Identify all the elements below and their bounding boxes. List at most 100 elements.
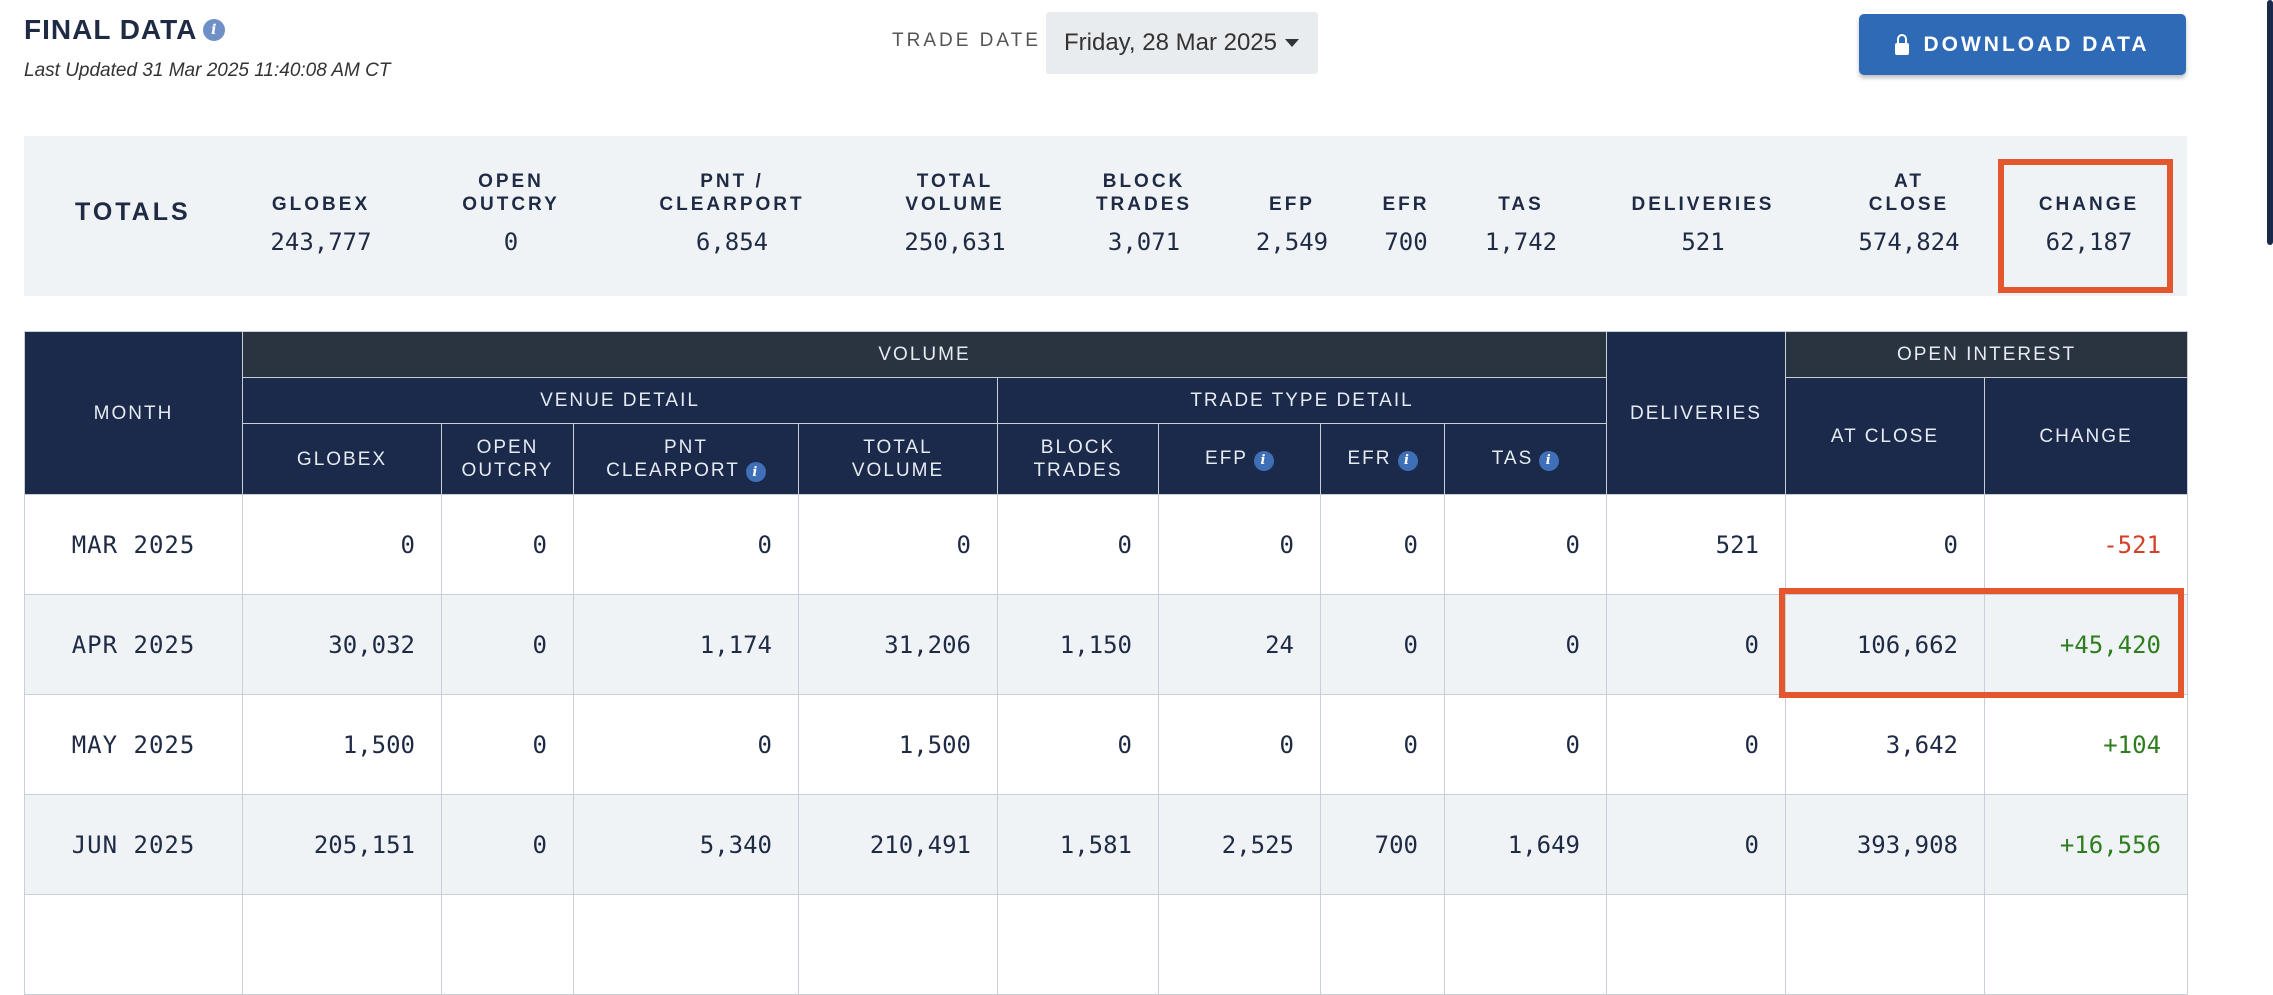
caret-down-icon (1285, 39, 1299, 47)
page-title-text: FINAL DATA (24, 14, 198, 45)
cell-block-trades: 0 (997, 494, 1159, 595)
page-title: FINAL DATA i (24, 14, 226, 46)
info-icon[interactable]: i (1253, 450, 1274, 471)
totals-panel: TOTALS GLOBEX 243,777 OPEN OUTCRY 0 PNT /… (24, 136, 2187, 296)
info-icon[interactable]: i (745, 462, 766, 483)
totals-header: DELIVERIES (1631, 194, 1775, 215)
header-at-close: AT CLOSE (1785, 377, 1985, 495)
cell-month (24, 894, 243, 995)
header-tas-label: TAS (1491, 448, 1534, 470)
cell-total-volume: 0 (798, 494, 998, 595)
cell-change: +104 (1983, 694, 2189, 795)
table-row: JUN 2025 205,151 0 5,340 210,491 1,581 2… (24, 794, 2189, 895)
header-block-trades: BLOCK TRADES (997, 423, 1159, 495)
cell-block-trades (997, 894, 1159, 995)
totals-header: EFP (1269, 194, 1315, 215)
cell-tas: 0 (1444, 494, 1607, 595)
cell-block-trades: 0 (997, 694, 1159, 795)
cell-at-close: 393,908 (1785, 794, 1985, 895)
totals-header: OPEN OUTCRY (462, 171, 560, 215)
trade-date-dropdown[interactable]: Friday, 28 Mar 2025 (1046, 12, 1318, 74)
totals-header: TAS (1498, 194, 1544, 215)
totals-value: 250,631 (904, 228, 1006, 256)
cell-globex: 0 (242, 494, 442, 595)
cell-total-volume: 31,206 (798, 594, 998, 695)
header-trade-type-detail: TRADE TYPE DETAIL (997, 377, 1607, 424)
cell-pnt (573, 894, 799, 995)
cell-pnt: 5,340 (573, 794, 799, 895)
cell-open-outcry: 0 (441, 694, 574, 795)
header-total-volume: TOTAL VOLUME (798, 423, 998, 495)
cell-total-volume: 210,491 (798, 794, 998, 895)
cell-globex (242, 894, 442, 995)
header-venue-detail: VENUE DETAIL (242, 377, 998, 424)
cell-efr: 0 (1320, 594, 1445, 695)
cell-globex: 1,500 (242, 694, 442, 795)
header-efr-label: EFR (1347, 448, 1392, 470)
cell-month: APR 2025 (24, 594, 243, 695)
header-month: MONTH (24, 331, 243, 495)
cell-total-volume: 1,500 (798, 694, 998, 795)
cell-at-close: 106,662 (1785, 594, 1985, 695)
header-efp-label: EFP (1205, 448, 1248, 470)
lock-icon (1895, 33, 1910, 55)
cell-change: -521 (1983, 494, 2189, 595)
cell-total-volume (798, 894, 998, 995)
info-icon[interactable]: i (1397, 450, 1418, 471)
totals-header: PNT / CLEARPORT (659, 171, 805, 215)
highlight-box-totals-change (1998, 159, 2173, 293)
cell-at-close: 3,642 (1785, 694, 1985, 795)
cell-block-trades: 1,581 (997, 794, 1159, 895)
cell-month: MAR 2025 (24, 494, 243, 595)
cell-pnt: 1,174 (573, 594, 799, 695)
trade-date-value: Friday, 28 Mar 2025 (1064, 29, 1277, 56)
cell-change (1983, 894, 2189, 995)
cell-deliveries: 0 (1606, 794, 1786, 895)
highlight-box-apr-open-interest (1779, 588, 2184, 698)
cell-change: +16,556 (1983, 794, 2189, 895)
cell-month: MAY 2025 (24, 694, 243, 795)
table-row: MAY 2025 1,500 0 0 1,500 0 0 0 0 0 3,642… (24, 694, 2189, 795)
totals-header: TOTAL VOLUME (905, 171, 1005, 215)
trade-date-label: TRADE DATE (892, 30, 1041, 51)
download-data-label: DOWNLOAD DATA (1923, 32, 2150, 56)
info-icon[interactable]: i (203, 19, 226, 41)
table-row (24, 894, 2189, 995)
totals-value: 0 (503, 228, 519, 256)
cell-tas (1444, 894, 1607, 995)
totals-header: BLOCK TRADES (1095, 171, 1193, 215)
cell-efp: 24 (1158, 594, 1321, 695)
cell-open-outcry: 0 (441, 594, 574, 695)
cell-globex: 205,151 (242, 794, 442, 895)
cell-deliveries (1606, 894, 1786, 995)
totals-header: GLOBEX (271, 194, 371, 215)
page-scrollbar[interactable] (2267, 0, 2273, 245)
cell-efr: 0 (1320, 494, 1445, 595)
cell-efr (1320, 894, 1445, 995)
cell-month: JUN 2025 (24, 794, 243, 895)
cell-pnt: 0 (573, 694, 799, 795)
cell-efr: 700 (1320, 794, 1445, 895)
totals-label: TOTALS (75, 198, 191, 226)
last-updated-text: Last Updated 31 Mar 2025 11:40:08 AM CT (24, 60, 391, 81)
totals-value: 3,071 (1107, 228, 1181, 256)
cell-at-close: 0 (1785, 494, 1985, 595)
header-open-interest: OPEN INTEREST (1784, 331, 2189, 378)
download-data-button[interactable]: DOWNLOAD DATA (1859, 14, 2186, 75)
header-open-outcry: OPEN OUTCRY (441, 423, 574, 495)
totals-value: 1,742 (1484, 228, 1558, 256)
cell-efp: 2,525 (1158, 794, 1321, 895)
totals-value: 574,824 (1858, 228, 1960, 256)
info-icon[interactable]: i (1539, 450, 1560, 471)
totals-value: 62,187 (2045, 228, 2133, 256)
totals-value: 243,777 (270, 228, 372, 256)
header-efp: EFP i (1158, 423, 1321, 495)
cell-deliveries: 521 (1606, 494, 1786, 595)
header-tas: TAS i (1444, 423, 1607, 495)
cell-efp (1158, 894, 1321, 995)
totals-value: 2,549 (1255, 228, 1329, 256)
cell-efr: 0 (1320, 694, 1445, 795)
totals-value: 521 (1681, 228, 1725, 256)
header-pnt-clearport: PNT CLEARPORT i (573, 423, 799, 495)
cell-deliveries: 0 (1606, 594, 1786, 695)
